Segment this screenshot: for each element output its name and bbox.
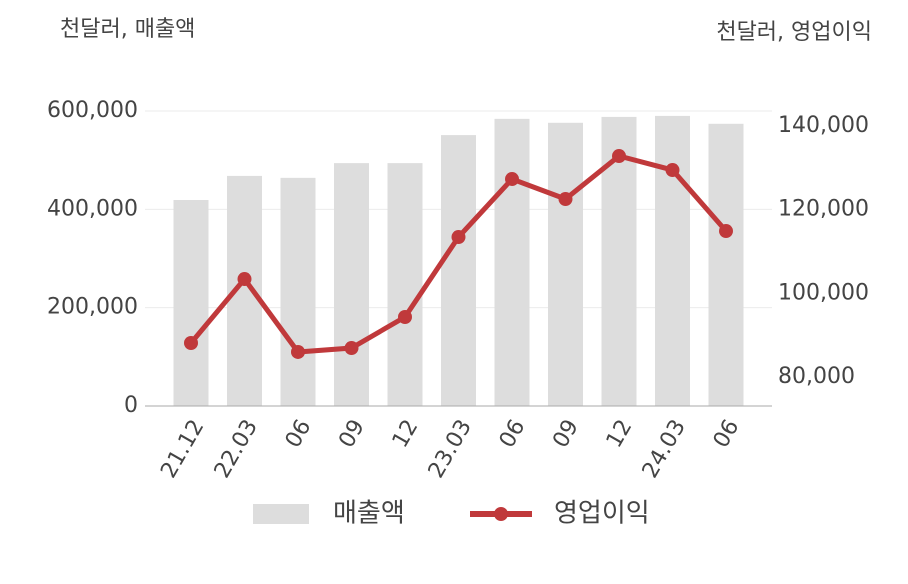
line-point (558, 192, 573, 207)
x-tick-label: 06 (709, 416, 745, 453)
y-axis-title: 천달러, 매출액 (60, 17, 195, 42)
x-tick-label: 21.12 (156, 416, 209, 483)
y2-axis-title: 천달러, 영업이익 (716, 20, 872, 45)
y2-tick-label: 120,000 (778, 197, 869, 222)
line-point (184, 335, 198, 350)
legend-swatch (253, 504, 309, 524)
bar (280, 177, 316, 406)
x-tick-label: 09 (334, 416, 370, 453)
bar (494, 118, 530, 406)
bar (173, 199, 209, 406)
x-tick-label: 12 (602, 416, 638, 453)
y2-tick-label: 140,000 (778, 113, 869, 138)
legend: 매출액 영업이익 (253, 499, 650, 529)
bar (655, 115, 690, 407)
y-tick-label: 0 (124, 393, 138, 418)
line-point (505, 172, 519, 187)
bar (387, 163, 423, 406)
line-point (665, 163, 680, 178)
x-tick-label: 23.03 (424, 416, 477, 483)
y2-tick-label: 100,000 (778, 280, 869, 305)
line-point (237, 272, 252, 287)
bar (548, 122, 583, 407)
y-tick-label: 400,000 (47, 196, 138, 221)
line-point (719, 224, 733, 239)
x-tick-label: 24.03 (638, 416, 691, 483)
bar (441, 135, 476, 406)
line-point (291, 344, 305, 359)
y-tick-label: 200,000 (47, 295, 138, 320)
x-tick-label: 12 (388, 416, 424, 453)
x-tick-label: 06 (495, 416, 531, 453)
bar (334, 163, 369, 406)
line-point (344, 341, 359, 356)
line-point (398, 310, 412, 325)
x-tick-label: 06 (281, 416, 317, 453)
x-tick-label: 22.03 (210, 416, 263, 483)
y2-tick-label: 80,000 (778, 364, 855, 389)
legend-label: 매출액 (333, 499, 405, 529)
bar (708, 123, 744, 407)
legend-swatch (494, 507, 508, 521)
line-point (451, 230, 466, 245)
line-point (612, 149, 626, 164)
x-tick-label: 09 (548, 416, 584, 453)
y-tick-label: 600,000 (47, 98, 138, 123)
legend-label: 영업이익 (554, 499, 650, 529)
